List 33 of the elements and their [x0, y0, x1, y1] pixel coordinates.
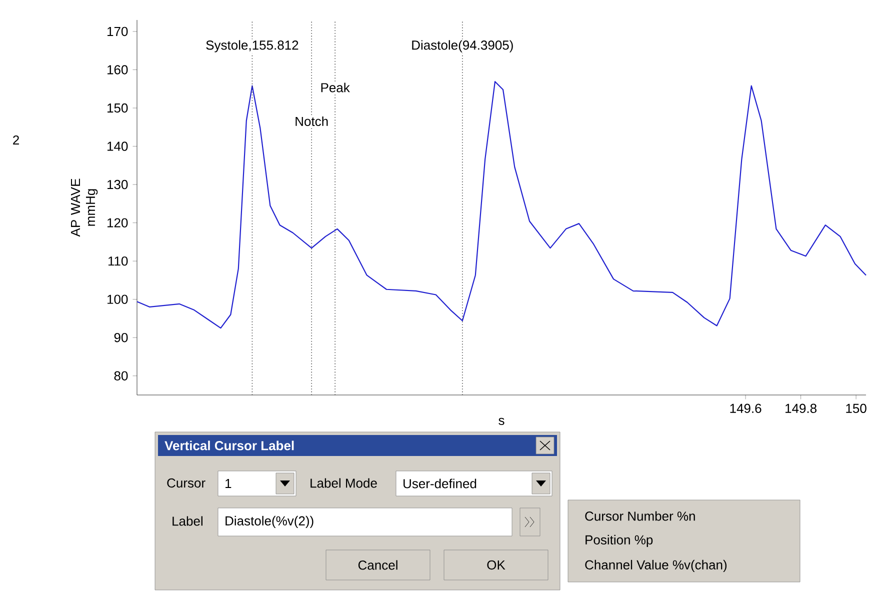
x-tick-label: 150 [846, 404, 866, 413]
line-series [136, 81, 867, 329]
y-tick-label: 150 [108, 103, 128, 113]
y-tick-label: 110 [108, 256, 128, 266]
y-tick-label: 170 [108, 26, 128, 36]
y-tick-label: 120 [108, 218, 128, 228]
y-tick-label: 130 [108, 180, 128, 190]
ref-line-label: Diastole(94.3905) [412, 40, 513, 52]
text: Label Mode [310, 478, 377, 488]
text: Vertical Cursor Label [164, 440, 294, 450]
text: Cursor [167, 478, 206, 488]
text: Label [172, 516, 202, 526]
text: User-defined [404, 478, 476, 488]
y-tick-label: 100 [108, 294, 128, 304]
y-axis-title: AP WAVE mmHg [71, 178, 98, 237]
ref-line-label: Peak [321, 82, 350, 92]
y-tick-label: 140 [108, 142, 128, 151]
text: Position %p [586, 534, 653, 548]
text: 2 [13, 135, 19, 145]
text: Diastole(%v(2)) [226, 516, 314, 528]
text: Cursor Number %n [585, 511, 695, 521]
y-tick-label: 90 [114, 332, 128, 342]
x-tick-label: 149.6 [730, 404, 762, 413]
text: OK [487, 560, 506, 570]
text: 1 [226, 479, 232, 488]
ref-line-label: Notch [296, 116, 328, 126]
x-tick-label: 149.8 [786, 404, 816, 413]
text: Cancel [358, 560, 398, 570]
y-tick-label: 80 [114, 371, 128, 380]
ref-line-label: Systole,155.812 [206, 40, 298, 52]
text: Channel Value %v(chan) [585, 560, 727, 572]
x-axis-title: s [498, 418, 504, 425]
y-tick-label: 160 [108, 65, 128, 74]
